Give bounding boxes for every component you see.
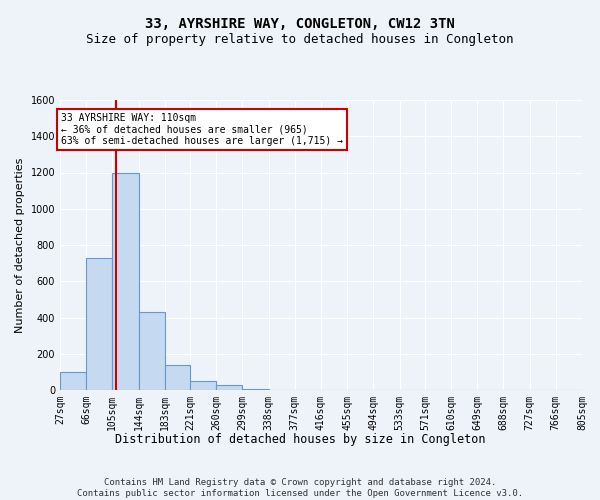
Text: Contains HM Land Registry data © Crown copyright and database right 2024.
Contai: Contains HM Land Registry data © Crown c… [77, 478, 523, 498]
Text: 33 AYRSHIRE WAY: 110sqm
← 36% of detached houses are smaller (965)
63% of semi-d: 33 AYRSHIRE WAY: 110sqm ← 36% of detache… [61, 112, 343, 146]
Bar [139, 312, 164, 390]
Bar [86, 258, 112, 390]
Bar [60, 372, 86, 390]
Text: Size of property relative to detached houses in Congleton: Size of property relative to detached ho… [86, 32, 514, 46]
Text: 33, AYRSHIRE WAY, CONGLETON, CW12 3TN: 33, AYRSHIRE WAY, CONGLETON, CW12 3TN [145, 18, 455, 32]
Bar [242, 389, 269, 390]
Bar [164, 364, 190, 390]
Y-axis label: Number of detached properties: Number of detached properties [15, 158, 25, 332]
Bar [112, 172, 139, 390]
Text: Distribution of detached houses by size in Congleton: Distribution of detached houses by size … [115, 432, 485, 446]
Bar [217, 386, 242, 390]
Bar [190, 381, 217, 390]
